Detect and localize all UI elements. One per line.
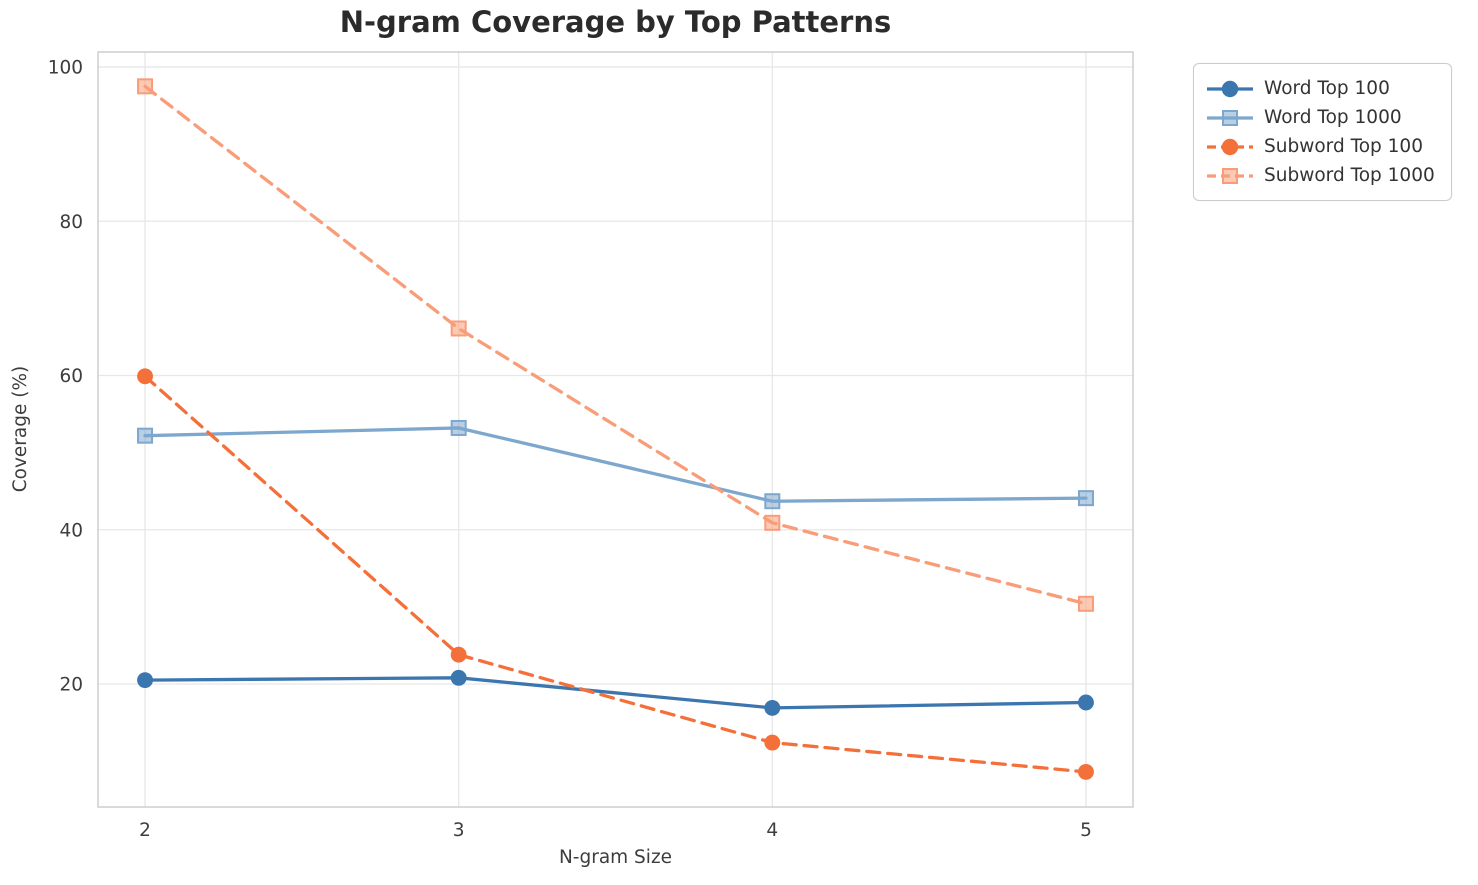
- y-axis-label: Coverage (%): [10, 365, 31, 493]
- series-marker-word-top-1000: [450, 419, 467, 436]
- series-line-subword-top-1000: [143, 84, 1088, 606]
- y-tick-label: 20: [59, 674, 83, 695]
- chart-title: N-gram Coverage by Top Patterns: [339, 5, 892, 39]
- axes-spines: [97, 51, 1134, 808]
- series-marker-word-top-1000: [764, 493, 781, 510]
- y-tick-label: 100: [48, 58, 83, 79]
- legend-item-subword-top-100: Subword Top 100: [1206, 132, 1435, 161]
- legend-label: Subword Top 100: [1264, 136, 1423, 157]
- series-marker-subword-top-100: [137, 368, 153, 385]
- series-marker-word-top-100: [1078, 694, 1094, 711]
- legend-line-square-icon: [1207, 109, 1253, 126]
- x-axis-label: N-gram Size: [558, 847, 673, 868]
- legend-label: Word Top 100: [1264, 78, 1390, 99]
- legend-label: Word Top 1000: [1264, 107, 1402, 128]
- series-marker-subword-top-100: [450, 646, 467, 663]
- legend-dashed-line-square-icon: [1207, 167, 1253, 184]
- legend-line-circle-icon: [1207, 80, 1253, 97]
- series-marker-word-top-1000: [137, 427, 154, 444]
- legend-label: Subword Top 1000: [1264, 165, 1435, 186]
- series-line-word-top-1000: [143, 426, 1088, 503]
- series-marker-subword-top-100: [1078, 763, 1094, 780]
- legend-item-subword-top-1000: Subword Top 1000: [1206, 161, 1435, 190]
- series-marker-subword-top-100: [764, 734, 781, 751]
- x-tick-label: 5: [1080, 820, 1092, 841]
- series-line-subword-top-100: [143, 374, 1088, 774]
- series-marker-word-top-100: [450, 669, 467, 686]
- legend-item-word-top-100: Word Top 100: [1206, 74, 1435, 103]
- y-tick-label: 60: [59, 366, 83, 387]
- legend-item-word-top-1000: Word Top 1000: [1206, 103, 1435, 132]
- series-line-word-top-100: [143, 676, 1088, 710]
- series-marker-subword-top-1000: [450, 320, 467, 337]
- y-tick-label: 40: [59, 520, 83, 541]
- y-tick-label: 80: [59, 212, 83, 233]
- series-marker-subword-top-1000: [137, 78, 154, 95]
- series-marker-subword-top-1000: [1077, 595, 1094, 612]
- legend-dashed-line-circle-icon: [1207, 138, 1253, 155]
- series-marker-word-top-100: [137, 672, 153, 689]
- series-marker-word-top-1000: [1077, 490, 1094, 507]
- series-marker-subword-top-1000: [764, 514, 781, 531]
- x-tick-label: 3: [453, 820, 465, 841]
- x-tick-label: 4: [766, 820, 778, 841]
- x-tick-label: 2: [139, 820, 151, 841]
- legend: Word Top 100 Word Top 1000 Subword Top 100…: [1193, 63, 1452, 201]
- series-marker-word-top-100: [764, 699, 781, 716]
